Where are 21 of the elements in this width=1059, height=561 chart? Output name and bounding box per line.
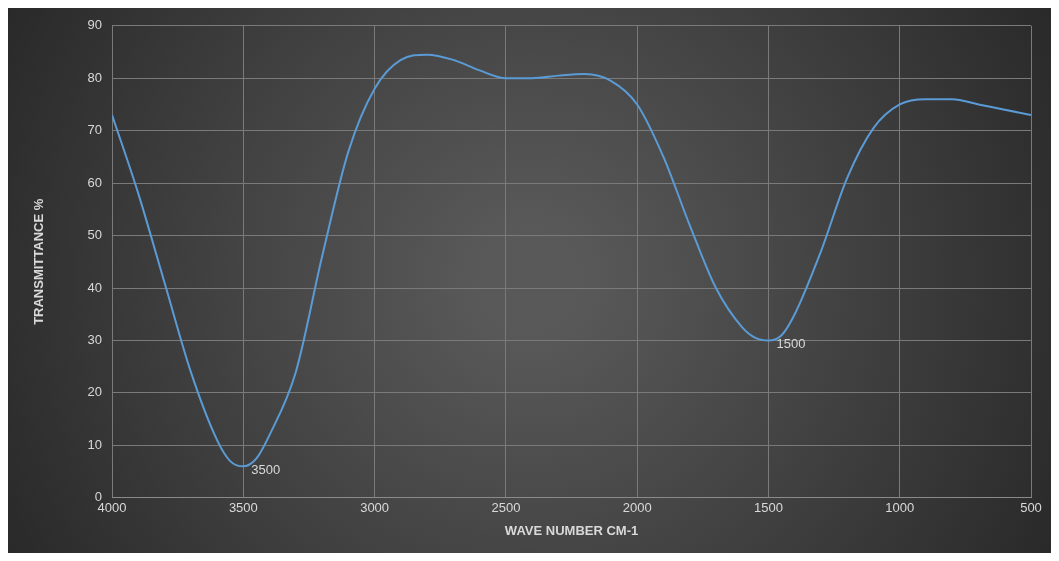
- x-tick-label: 1000: [885, 500, 915, 516]
- x-tick-label: 2500: [491, 500, 521, 516]
- x-tick-label: 2000: [622, 500, 652, 516]
- x-tick-label: 3000: [360, 500, 390, 516]
- y-tick-label: 20: [87, 384, 103, 400]
- y-tick-label: 70: [87, 122, 103, 138]
- x-axis-title: WAVE NUMBER CM-1: [504, 522, 639, 538]
- x-tick-label: 500: [1020, 500, 1042, 516]
- annotation: 1500: [776, 336, 806, 352]
- y-tick-label: 40: [87, 279, 103, 295]
- x-tick-label: 4000: [97, 500, 127, 516]
- y-tick-label: 90: [87, 17, 103, 33]
- y-tick-label: 50: [87, 227, 103, 243]
- y-tick-label: 30: [87, 332, 103, 348]
- y-axis-title: TRANSMITTANCE %: [31, 198, 47, 325]
- annotation: 3500: [251, 461, 281, 477]
- y-tick-label: 80: [87, 69, 103, 85]
- y-tick-label: 10: [87, 436, 103, 452]
- x-tick-label: 1500: [753, 500, 783, 516]
- y-tick-label: 60: [87, 174, 103, 190]
- x-tick-label: 3500: [228, 500, 258, 516]
